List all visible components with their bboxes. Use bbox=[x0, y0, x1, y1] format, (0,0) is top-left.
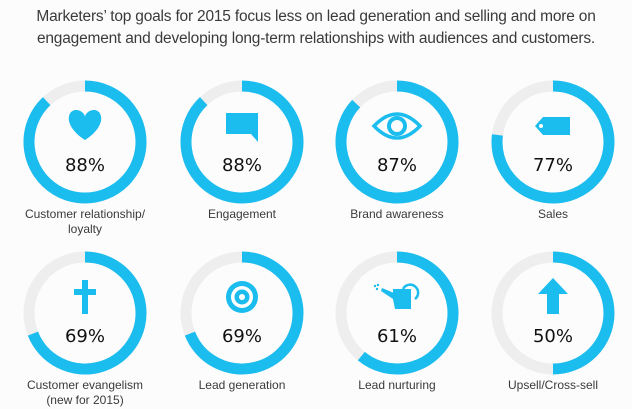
value-label: 77% bbox=[533, 155, 573, 176]
title-line-2: engagement and developing long-term rela… bbox=[36, 30, 596, 47]
value-label: 61% bbox=[377, 326, 417, 347]
chart-title: Marketers’ top goals for 2015 focus less… bbox=[0, 6, 632, 50]
goal-engagement: 88% Engagement bbox=[180, 80, 304, 221]
value-label: 87% bbox=[377, 155, 417, 176]
eye-icon bbox=[371, 112, 423, 140]
price-tag-icon bbox=[535, 117, 570, 135]
category-label: Sales bbox=[538, 207, 568, 221]
category-label: loyalty bbox=[68, 222, 102, 236]
ring-value-arc bbox=[335, 80, 459, 204]
category-label: Upsell/Cross-sell bbox=[508, 378, 598, 392]
category-label: (new for 2015) bbox=[46, 393, 123, 407]
cross-icon bbox=[74, 280, 96, 314]
title-line-1: Marketers’ top goals for 2015 focus less… bbox=[36, 8, 596, 25]
value-label: 69% bbox=[222, 326, 262, 347]
category-label: Brand awareness bbox=[350, 207, 443, 221]
ring-value-arc bbox=[27, 251, 147, 375]
arrow-up-icon bbox=[538, 278, 568, 314]
heart-icon bbox=[68, 110, 102, 140]
watering-can-icon bbox=[373, 283, 420, 309]
goal-customer-relationship-loyalty: 88% Customer relationship/loyalty bbox=[23, 80, 147, 236]
ring-value-arc bbox=[23, 80, 147, 204]
category-label: Lead nurturing bbox=[358, 378, 435, 392]
value-label: 88% bbox=[65, 155, 105, 176]
value-label: 50% bbox=[533, 326, 573, 347]
goal-customer-evangelism-new-for-2015: 69% Customer evangelism(new for 2015) bbox=[23, 251, 147, 407]
value-label: 88% bbox=[222, 155, 262, 176]
category-label: Lead generation bbox=[199, 378, 286, 392]
goal-brand-awareness: 87% Brand awareness bbox=[335, 80, 459, 221]
category-label: Customer relationship/ bbox=[25, 207, 146, 221]
category-label: Customer evangelism bbox=[27, 378, 143, 392]
goal-lead-nurturing: 61% Lead nurturing bbox=[335, 251, 459, 392]
value-label: 69% bbox=[65, 326, 105, 347]
ring-value-arc bbox=[180, 80, 304, 204]
ring-value-arc bbox=[184, 251, 304, 375]
ring-value-arc bbox=[552, 251, 615, 375]
goal-upsell-cross-sell: 50% Upsell/Cross-sell bbox=[491, 251, 615, 392]
category-label: Engagement bbox=[208, 207, 277, 221]
ring-value-arc bbox=[357, 251, 459, 375]
goal-sales: 77% Sales bbox=[491, 80, 615, 221]
ring-value-arc bbox=[491, 80, 615, 204]
target-icon bbox=[226, 281, 258, 313]
speech-bubble-icon bbox=[226, 113, 258, 142]
goal-lead-generation: 69% Lead generation bbox=[180, 251, 304, 392]
